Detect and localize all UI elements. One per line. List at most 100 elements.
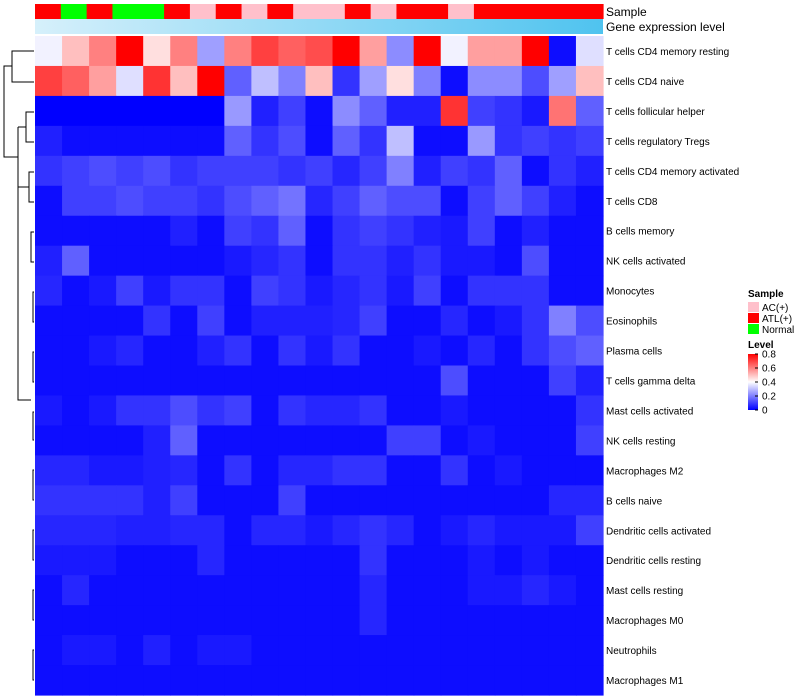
heatmap-cell xyxy=(224,635,252,666)
heatmap-cell xyxy=(89,335,117,367)
row-label: T cells CD4 memory resting xyxy=(606,47,729,58)
heatmap-cell xyxy=(224,95,252,127)
legend-label: AC(+) xyxy=(762,303,788,314)
heatmap-cell xyxy=(548,575,577,606)
heatmap-cell xyxy=(35,275,63,307)
heatmap-cell xyxy=(116,665,144,696)
heatmap-cell xyxy=(494,155,523,187)
heatmap-cell xyxy=(575,185,604,217)
heatmap-cell xyxy=(278,245,307,277)
heatmap-cell xyxy=(89,425,117,456)
heatmap-cell xyxy=(494,395,523,426)
heatmap-cell xyxy=(35,515,63,546)
row-dendrogram xyxy=(3,50,34,681)
row-label: Dendritic cells resting xyxy=(606,556,701,567)
sample-annotation-cell xyxy=(370,4,398,19)
heatmap-cell xyxy=(440,365,469,397)
heatmap-cell xyxy=(413,245,442,277)
heatmap-cell xyxy=(467,65,496,97)
heatmap-cell xyxy=(224,395,252,426)
sample-annotation-cell xyxy=(551,4,578,19)
heatmap-cell xyxy=(413,125,442,157)
heatmap-cell xyxy=(278,65,307,97)
heatmap-cell xyxy=(251,65,280,97)
heatmap-cell xyxy=(305,365,334,397)
heatmap-cell xyxy=(224,365,252,397)
sample-annotation-cell xyxy=(448,4,475,19)
heatmap-cell xyxy=(305,305,334,337)
heatmap-cell xyxy=(62,245,90,277)
heatmap-cell xyxy=(494,455,523,486)
heatmap-cell xyxy=(170,395,198,426)
heatmap-cell xyxy=(332,335,361,367)
row-label: T cells CD8 xyxy=(606,197,658,208)
heatmap-cell xyxy=(143,665,171,696)
heatmap-cell xyxy=(278,395,307,426)
heatmap-cell xyxy=(143,545,171,576)
heatmap-cell xyxy=(89,575,117,606)
heatmap-cell xyxy=(278,215,307,247)
heatmap-cell xyxy=(413,95,442,127)
heatmap-cell xyxy=(116,515,144,546)
sample-annotation-cell xyxy=(86,4,114,19)
heatmap-cell xyxy=(35,665,63,696)
heatmap-cell xyxy=(143,36,171,67)
row-label: Dendritic cells activated xyxy=(606,526,711,537)
heatmap-cell xyxy=(35,125,63,157)
heatmap-cell xyxy=(359,305,388,337)
row-label: Macrophages M2 xyxy=(606,466,684,477)
heatmap-cell xyxy=(386,425,415,456)
row-label: Eosinophils xyxy=(606,317,657,328)
heatmap-cell xyxy=(467,575,496,606)
heatmap-cell xyxy=(197,635,225,666)
heatmap-cell xyxy=(494,425,523,456)
heatmap-cell xyxy=(197,36,225,67)
heatmap-cell xyxy=(332,365,361,397)
sample-annotation-cell xyxy=(396,4,423,19)
heatmap-cell xyxy=(251,455,280,486)
expression-track-label: Gene expression level xyxy=(606,20,725,34)
heatmap-cell xyxy=(413,575,442,606)
heatmap-cell xyxy=(305,515,334,546)
heatmap-cell xyxy=(62,575,90,606)
heatmap-cell xyxy=(440,485,469,516)
heatmap-cell xyxy=(35,65,63,97)
heatmap-cell xyxy=(359,575,388,606)
legend-tick-label: 0.2 xyxy=(762,392,776,403)
heatmap-cell xyxy=(467,95,496,127)
heatmap-cell xyxy=(494,485,523,516)
heatmap-cell xyxy=(521,275,550,307)
heatmap-cell xyxy=(332,545,361,576)
row-label: B cells memory xyxy=(606,227,674,238)
heatmap-cell xyxy=(116,335,144,367)
heatmap-cell xyxy=(413,425,442,456)
heatmap-cell xyxy=(89,185,117,217)
heatmap-cell xyxy=(251,605,280,636)
heatmap-cell xyxy=(386,125,415,157)
heatmap-cell xyxy=(440,575,469,606)
heatmap-cell xyxy=(494,95,523,127)
heatmap-cell xyxy=(413,545,442,576)
heatmap-cell xyxy=(170,245,198,277)
legend-label: Normal xyxy=(762,325,794,336)
heatmap-cell xyxy=(251,155,280,187)
heatmap-cell xyxy=(62,425,90,456)
heatmap-cell xyxy=(548,545,577,576)
heatmap-cell xyxy=(494,605,523,636)
heatmap-cell xyxy=(575,515,604,546)
heatmap-cell xyxy=(440,305,469,337)
heatmap-cell xyxy=(62,65,90,97)
heatmap-cell xyxy=(413,455,442,486)
heatmap-cell xyxy=(143,425,171,456)
heatmap-cell xyxy=(332,95,361,127)
heatmap-cell xyxy=(170,485,198,516)
row-label: T cells gamma delta xyxy=(606,376,696,387)
heatmap-cell xyxy=(35,95,63,127)
heatmap-cell xyxy=(89,155,117,187)
heatmap-cell xyxy=(116,275,144,307)
heatmap-cell xyxy=(359,65,388,97)
heatmap-cell xyxy=(62,185,90,217)
heatmap-cell xyxy=(278,95,307,127)
heatmap-cell xyxy=(35,245,63,277)
sample-annotation-cell xyxy=(60,4,88,19)
